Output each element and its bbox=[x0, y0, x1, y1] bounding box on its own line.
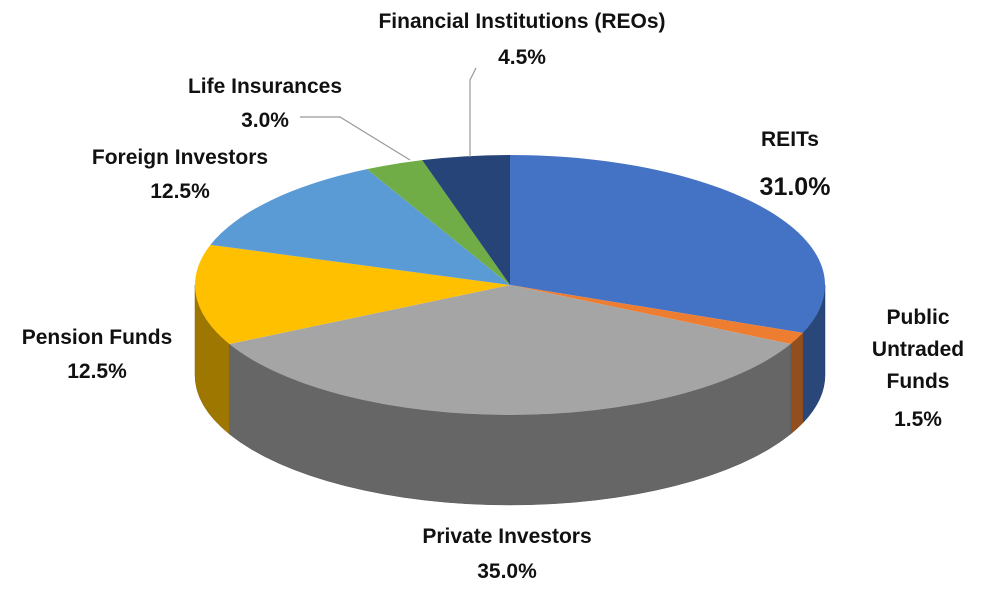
value-label: 12.5% bbox=[67, 360, 127, 383]
slice-label: Private Investors bbox=[422, 525, 592, 548]
slice-label: Public Untraded Funds bbox=[871, 306, 965, 393]
slice bbox=[510, 155, 825, 333]
slice-label: Pension Funds bbox=[21, 326, 173, 349]
slice bbox=[366, 160, 510, 285]
slice bbox=[195, 244, 511, 345]
leader-line bbox=[300, 116, 411, 161]
slice-label: Financial Institutions (REOs) bbox=[378, 10, 666, 33]
value-label: 4.5% bbox=[498, 46, 546, 69]
value-label: 1.5% bbox=[894, 408, 942, 431]
slice-label: REITs bbox=[761, 128, 819, 151]
value-label: 12.5% bbox=[150, 180, 210, 203]
slice-side bbox=[790, 332, 804, 435]
slice-label: Foreign Investors bbox=[91, 146, 269, 169]
slice-label: Life Insurances bbox=[187, 75, 343, 98]
slice bbox=[210, 169, 511, 285]
value-label: 3.0% bbox=[241, 109, 289, 132]
value-label: 35.0% bbox=[477, 560, 537, 583]
value-label: 31.0% bbox=[759, 173, 831, 201]
leader-line bbox=[469, 67, 477, 157]
slice bbox=[422, 155, 510, 285]
slice bbox=[510, 285, 803, 345]
slice bbox=[229, 285, 791, 415]
